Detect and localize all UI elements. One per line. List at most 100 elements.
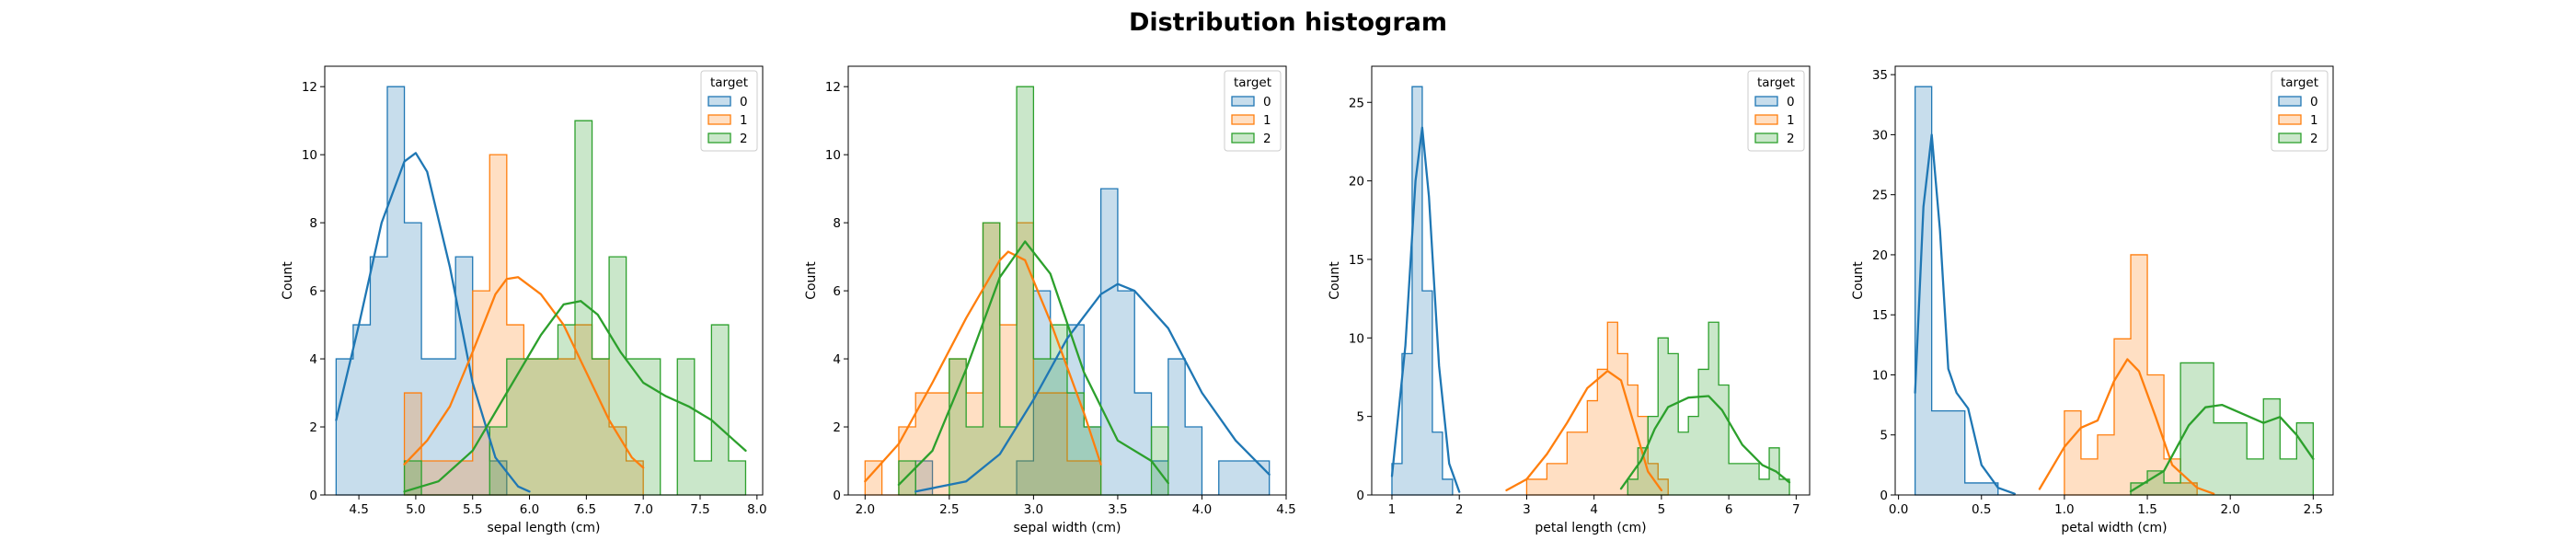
x-tick-label: 3 <box>1523 502 1531 517</box>
y-tick-label: 12 <box>825 80 841 95</box>
x-tick-label: 4.5 <box>1276 502 1295 517</box>
kde-curve-1 <box>2038 358 2215 495</box>
y-tick-label: 8 <box>833 216 841 231</box>
legend-swatch-0 <box>2278 96 2302 107</box>
y-tick-label: 8 <box>309 216 317 231</box>
legend-swatch-2 <box>1754 132 1778 144</box>
y-tick-label: 0 <box>1356 489 1364 503</box>
legend: target 0 1 2 <box>1747 70 1805 152</box>
y-tick-label: 12 <box>302 80 317 95</box>
kde-curve-0 <box>1914 133 2016 495</box>
histogram-series-1 <box>1525 321 1669 496</box>
x-tick-label: 4.0 <box>1192 502 1212 517</box>
x-tick-label: 2.5 <box>2304 502 2323 517</box>
legend-label-0: 0 <box>2310 95 2318 109</box>
legend-swatch-1 <box>2278 114 2302 125</box>
x-tick-label: 2.0 <box>2220 502 2239 517</box>
legend-label-1: 1 <box>2310 113 2318 128</box>
kde-curve-0 <box>914 282 1271 493</box>
kde-curve-2 <box>897 240 1169 487</box>
histogram-series-0 <box>1391 86 1454 496</box>
x-tick-label: 3.0 <box>1024 502 1043 517</box>
axes-frame <box>847 65 1287 496</box>
x-tick-label: 6.5 <box>577 502 596 517</box>
legend-swatch-2 <box>2278 132 2302 144</box>
x-tick-label: 0.5 <box>1972 502 1991 517</box>
legend-swatch-0 <box>1231 96 1255 107</box>
x-tick-label: 1.5 <box>2137 502 2156 517</box>
x-tick-label: 6 <box>1725 502 1733 517</box>
histogram-series-group <box>1391 86 1790 496</box>
x-tick-label: 7 <box>1792 502 1800 517</box>
y-tick-label: 4 <box>309 352 317 367</box>
x-axis-label: petal width (cm) <box>2061 521 2167 535</box>
y-tick-label: 20 <box>1349 175 1364 190</box>
y-tick-label: 35 <box>1872 68 1888 83</box>
x-tick-label: 5.5 <box>463 502 482 517</box>
legend-box <box>1224 70 1282 152</box>
kde-curves-group <box>335 152 747 493</box>
legend-swatch-0 <box>707 96 731 107</box>
legend-swatch-1 <box>1231 114 1255 125</box>
legend-title: target <box>710 75 748 90</box>
y-tick-label: 6 <box>309 284 317 299</box>
legend-swatch-2 <box>707 132 731 144</box>
y-tick-label: 6 <box>833 284 841 299</box>
y-tick-label: 25 <box>1872 189 1888 203</box>
legend-label-1: 1 <box>1787 113 1795 128</box>
kde-curve-0 <box>1390 126 1461 493</box>
y-tick-label: 4 <box>833 352 841 367</box>
legend-box <box>700 70 758 152</box>
legend-label-0: 0 <box>740 95 748 109</box>
y-tick-label: 5 <box>1356 410 1364 425</box>
kde-curve-2 <box>1619 395 1791 490</box>
x-tick-label: 4.5 <box>349 502 368 517</box>
x-tick-label: 6.0 <box>520 502 539 517</box>
legend-swatch-0 <box>1754 96 1778 107</box>
x-tick-label: 2 <box>1455 502 1464 517</box>
histogram-series-1 <box>2064 254 2198 496</box>
x-tick-label: 2.0 <box>856 502 875 517</box>
y-tick-label: 10 <box>1872 368 1888 383</box>
legend-label-2: 2 <box>740 132 748 146</box>
x-tick-label: 8.0 <box>747 502 766 517</box>
histogram-series-group <box>335 86 747 496</box>
legend-swatch-1 <box>1754 114 1778 125</box>
kde-curves-group <box>864 240 1271 493</box>
legend-label-0: 0 <box>1263 95 1271 109</box>
y-tick-label: 30 <box>1872 128 1888 143</box>
histogram-series-2 <box>1627 321 1790 496</box>
legend-title: target <box>2281 75 2318 90</box>
legend-box <box>2271 70 2329 152</box>
kde-curves-group <box>1914 133 2315 495</box>
legend-label-1: 1 <box>1263 113 1271 128</box>
y-tick-label: 20 <box>1872 248 1888 263</box>
kde-curve-0 <box>335 152 531 493</box>
axes-frame <box>1894 65 2334 496</box>
legend-label-2: 2 <box>1263 132 1271 146</box>
y-tick-label: 15 <box>1872 308 1888 323</box>
x-tick-label: 7.5 <box>690 502 709 517</box>
legend-label-1: 1 <box>740 113 748 128</box>
x-tick-label: 5.0 <box>406 502 425 517</box>
y-tick-label: 10 <box>825 148 841 163</box>
legend: target 0 1 2 <box>2271 70 2329 152</box>
kde-curve-1 <box>864 250 1102 483</box>
y-tick-label: 10 <box>302 148 317 163</box>
y-tick-label: 0 <box>1880 489 1888 503</box>
legend-title: target <box>1757 75 1795 90</box>
x-tick-label: 1 <box>1388 502 1397 517</box>
kde-curves-group <box>1390 126 1791 493</box>
axes-frame <box>324 65 764 496</box>
figure-title: Distribution histogram <box>1129 8 1447 37</box>
legend: target 0 1 2 <box>1224 70 1282 152</box>
x-tick-label: 3.5 <box>1108 502 1127 517</box>
legend-label-2: 2 <box>1787 132 1795 146</box>
legend: target 0 1 2 <box>700 70 758 152</box>
y-tick-label: 0 <box>833 489 841 503</box>
